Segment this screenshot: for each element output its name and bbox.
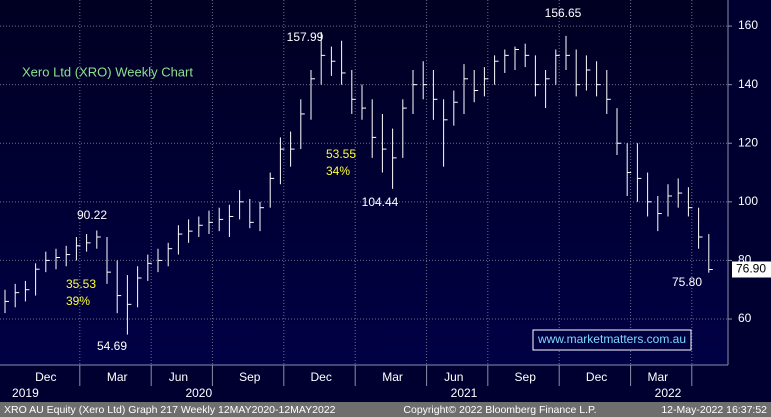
x-tick-label: Sep [515, 370, 537, 384]
y-tick-label: 60 [738, 311, 752, 325]
y-tick-label: 160 [738, 18, 758, 32]
highlight-label: 34% [326, 164, 350, 178]
highlight-label: 53.55 [326, 147, 356, 161]
x-tick-label: Jun [444, 370, 463, 384]
annotation: 75.80 [672, 275, 702, 289]
x-tick-label: Mar [382, 370, 403, 384]
x-tick-label: Mar [107, 370, 128, 384]
footer-bar [0, 402, 771, 417]
x-group-label: 2021 [451, 386, 478, 400]
x-group-label: 2022 [655, 386, 682, 400]
x-tick-label: Jun [169, 370, 188, 384]
footer-right: 12-May-2022 16:37:52 [661, 404, 767, 416]
x-tick-label: Dec [311, 370, 332, 384]
x-axis-band [0, 365, 771, 402]
y-axis-band [728, 0, 771, 402]
price-bars [4, 31, 713, 335]
last-price-box [732, 261, 771, 278]
last-price-label: 76.90 [736, 262, 766, 276]
footer-left: XRO AU Equity (Xero Ltd) Graph 217 Weekl… [4, 404, 336, 416]
chart-title: Xero Ltd (XRO) Weekly Chart [22, 64, 193, 79]
y-tick-label: 100 [738, 194, 758, 208]
annotation: 90.22 [77, 208, 107, 222]
x-tick-label: Dec [586, 370, 607, 384]
x-tick-label: Dec [35, 370, 56, 384]
annotation: 54.69 [97, 339, 127, 353]
annotation: 157.99 [287, 30, 324, 44]
highlight-label: 39% [66, 294, 90, 308]
x-tick-label: Mar [647, 370, 668, 384]
x-group-label: 2019 [12, 386, 39, 400]
annotation: 104.44 [362, 195, 399, 209]
watermark-box [532, 329, 692, 351]
x-tick-label: Sep [239, 370, 261, 384]
y-tick-label: 140 [738, 77, 758, 91]
watermark: www.marketmatters.com.au [537, 332, 686, 346]
footer-center: Copyright© 2022 Bloomberg Finance L.P. [403, 404, 596, 416]
annotation: 156.65 [545, 6, 582, 20]
grid [0, 0, 728, 365]
x-group-label: 2020 [185, 386, 212, 400]
highlight-label: 35.53 [66, 277, 96, 291]
y-tick-label: 120 [738, 135, 758, 149]
